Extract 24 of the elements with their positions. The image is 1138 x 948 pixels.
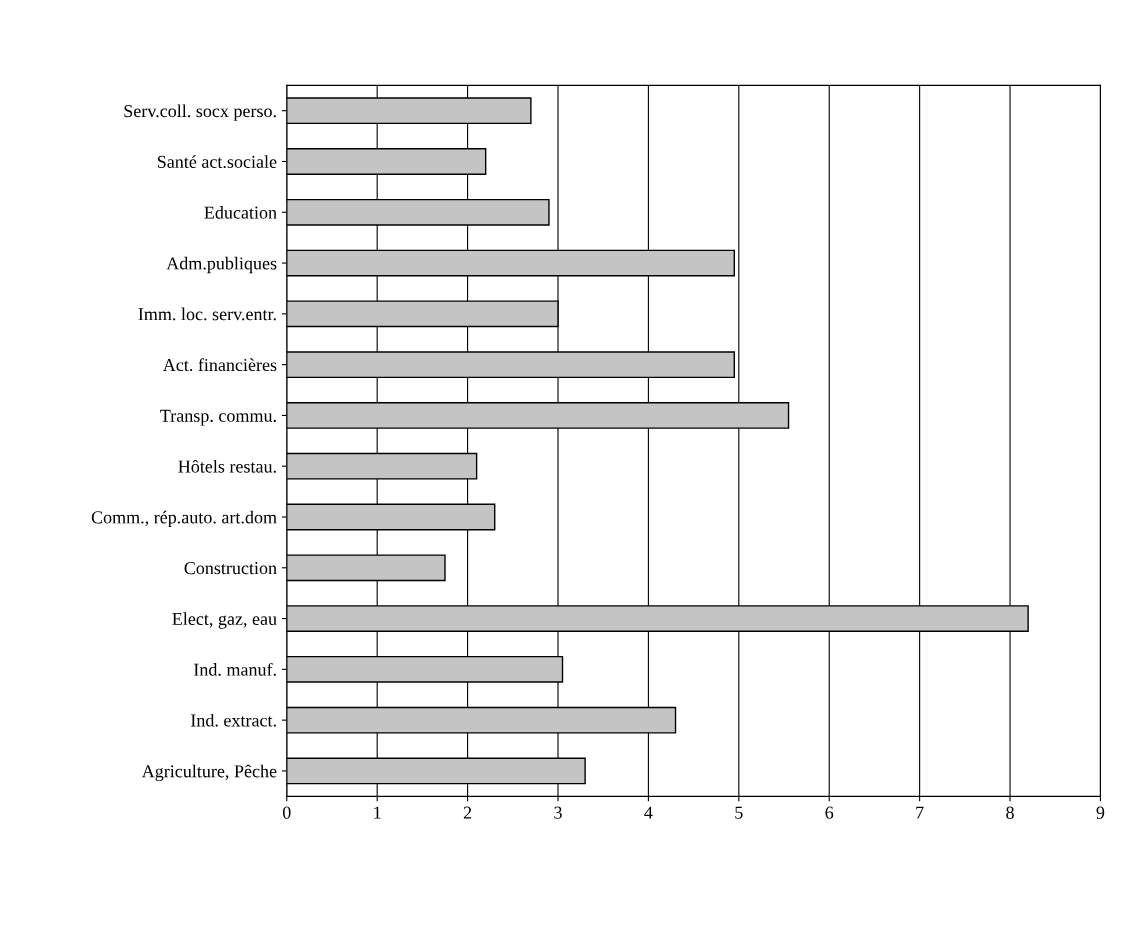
- y-tick-label: Serv.coll. socx perso.: [124, 104, 276, 121]
- x-tick-label: 4: [644, 806, 653, 819]
- x-tick-label: 5: [735, 806, 743, 819]
- x-tick-label: 6: [825, 806, 834, 819]
- y-tick-label: Act. financières: [162, 358, 277, 372]
- x-tick-label: 9: [1096, 806, 1105, 819]
- y-tick-label: Santé act.sociale: [157, 155, 277, 169]
- y-tick-label: Education: [204, 206, 277, 219]
- x-tick-label: 3: [554, 806, 562, 819]
- y-tick-label: Imm. loc. serv.entr.: [138, 307, 276, 321]
- y-tick-label: Transp. commu.: [160, 409, 276, 426]
- y-tick-label: Elect, gaz, eau: [172, 612, 277, 629]
- y-tick-label: Hôtels restau.: [178, 459, 276, 473]
- y-tick-label: Construction: [184, 562, 277, 575]
- x-tick-label: 0: [282, 806, 291, 819]
- y-tick-label: Agriculture, Pêche: [141, 764, 277, 782]
- x-tick-label: 8: [1006, 806, 1014, 819]
- y-tick-label: Ind. extract.: [190, 713, 276, 727]
- y-tick-label: Ind. manuf.: [193, 662, 276, 676]
- x-tick-label: 1: [374, 806, 381, 819]
- x-tick-label: 2: [463, 806, 472, 819]
- y-tick-label: Comm., rép.auto. art.dom: [91, 510, 277, 528]
- y-tick-label: Adm.publiques: [166, 256, 277, 274]
- x-tick-label: 7: [916, 806, 924, 819]
